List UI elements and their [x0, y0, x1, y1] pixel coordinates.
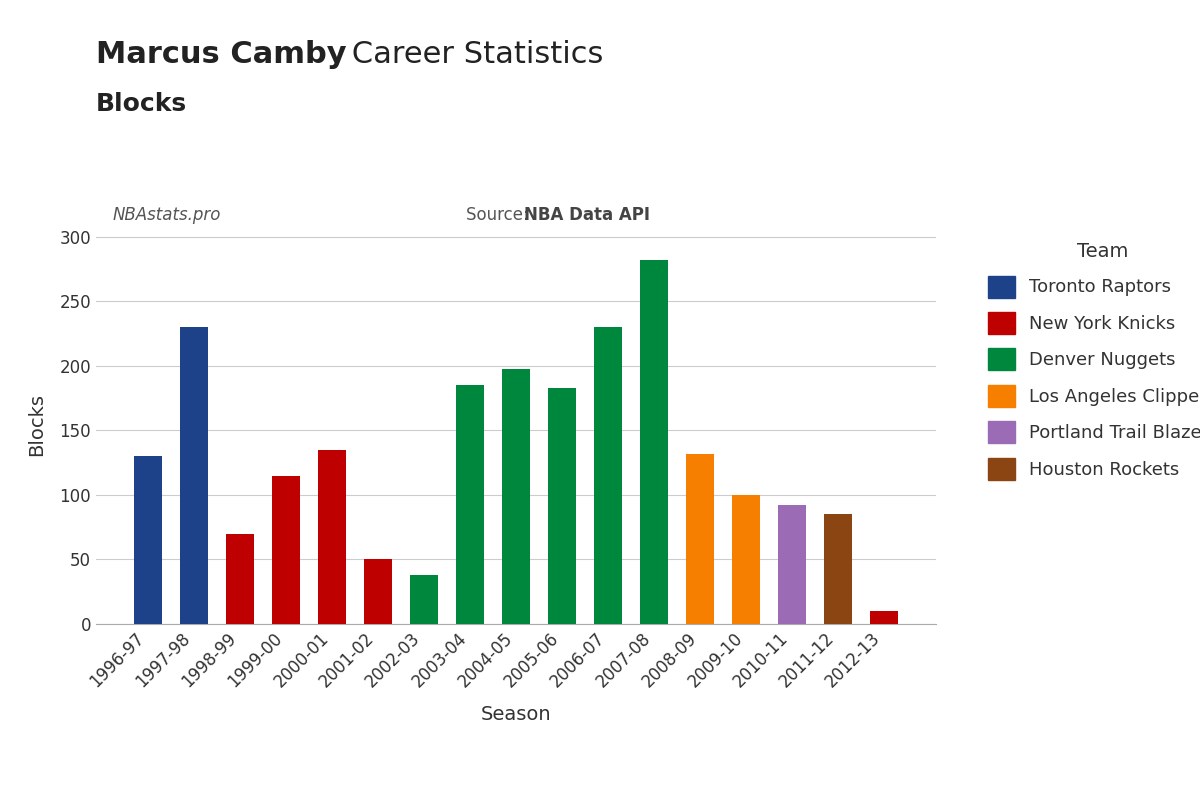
Bar — [226, 534, 253, 624]
Text: Career Statistics: Career Statistics — [342, 40, 604, 69]
Bar — [779, 506, 806, 624]
Bar — [134, 456, 162, 624]
Legend: Toronto Raptors, New York Knicks, Denver Nuggets, Los Angeles Clippers, Portland: Toronto Raptors, New York Knicks, Denver… — [979, 233, 1200, 489]
Text: Blocks: Blocks — [96, 92, 187, 116]
Text: NBAstats.pro: NBAstats.pro — [113, 206, 221, 224]
Bar — [502, 369, 530, 624]
Text: Marcus Camby: Marcus Camby — [96, 40, 347, 69]
Bar — [686, 454, 714, 624]
Bar — [456, 386, 484, 624]
Bar — [824, 514, 852, 624]
Bar — [641, 260, 668, 624]
X-axis label: Season: Season — [481, 705, 551, 724]
Bar — [410, 575, 438, 624]
Bar — [870, 611, 898, 624]
Bar — [364, 559, 391, 624]
Bar — [272, 476, 300, 624]
Bar — [180, 327, 208, 624]
Y-axis label: Blocks: Blocks — [26, 393, 46, 455]
Bar — [318, 450, 346, 624]
Bar — [548, 388, 576, 624]
Bar — [732, 495, 760, 624]
Bar — [594, 327, 622, 624]
Text: NBA Data API: NBA Data API — [524, 206, 650, 224]
Text: Source:: Source: — [466, 206, 534, 224]
